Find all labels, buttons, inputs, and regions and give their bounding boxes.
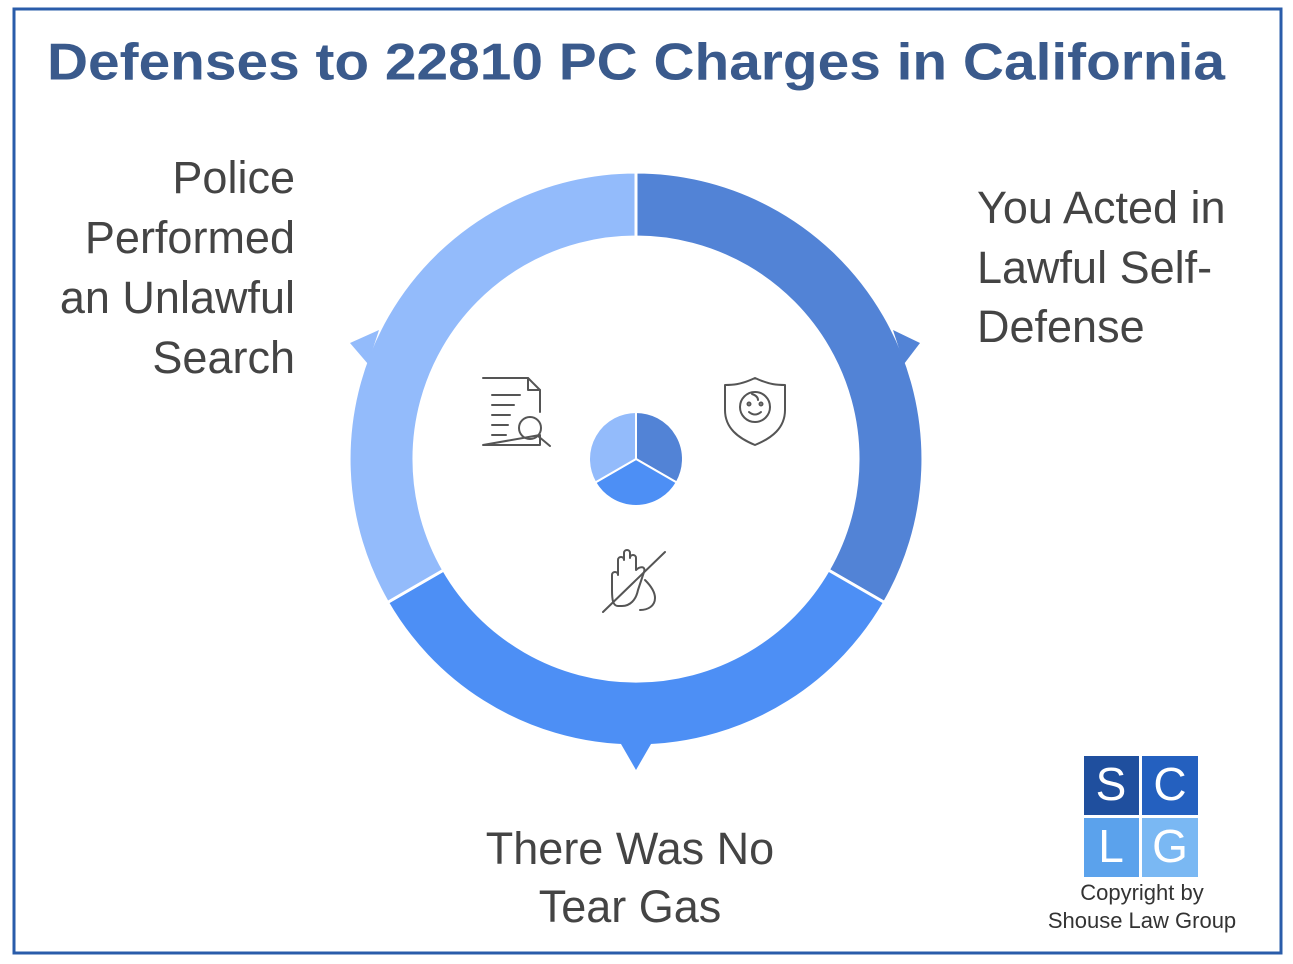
logo-tile — [1082, 754, 1141, 817]
pointer — [350, 330, 379, 364]
logo-letter: C — [1153, 758, 1186, 810]
segment-label: Performed — [85, 212, 295, 263]
logo-letter: G — [1152, 820, 1188, 872]
title: Defenses to 22810 PC Charges in Californ… — [47, 34, 1226, 92]
logo-tile — [1140, 754, 1200, 817]
mini-pie — [588, 410, 684, 507]
logo-letter: L — [1098, 820, 1124, 872]
ring-segment — [634, 170, 925, 605]
segment-label: There Was No — [486, 823, 774, 874]
ring-segment — [347, 170, 638, 605]
logo: S C L G — [1082, 754, 1200, 879]
label-right: You Acted in Lawful Self- Defense — [977, 182, 1226, 352]
no-hand-icon — [602, 549, 666, 613]
pie-slice — [593, 457, 679, 507]
segment-label: You Acted in — [977, 182, 1226, 233]
pointer — [893, 330, 920, 364]
logo-letter: S — [1096, 758, 1127, 810]
logo-tile — [1140, 816, 1200, 879]
segment-label: Police — [172, 152, 295, 203]
segment-label: Search — [152, 332, 295, 383]
copyright: Shouse Law Group — [1048, 908, 1236, 933]
label-left: Police Performed an Unlawful Search — [60, 152, 295, 383]
label-bottom: There Was No Tear Gas — [486, 823, 774, 932]
segment-label: Lawful Self- — [977, 242, 1212, 293]
pie-slice — [588, 410, 637, 484]
segment-label: Defense — [977, 301, 1145, 352]
search-icon — [482, 377, 551, 447]
pointer — [621, 744, 651, 770]
ring — [347, 170, 925, 748]
segment-label: Tear Gas — [539, 881, 722, 932]
shield-icon — [724, 377, 786, 446]
segment-label: an Unlawful — [60, 272, 295, 323]
copyright: Copyright by — [1080, 880, 1204, 905]
ring-segment — [385, 567, 887, 748]
